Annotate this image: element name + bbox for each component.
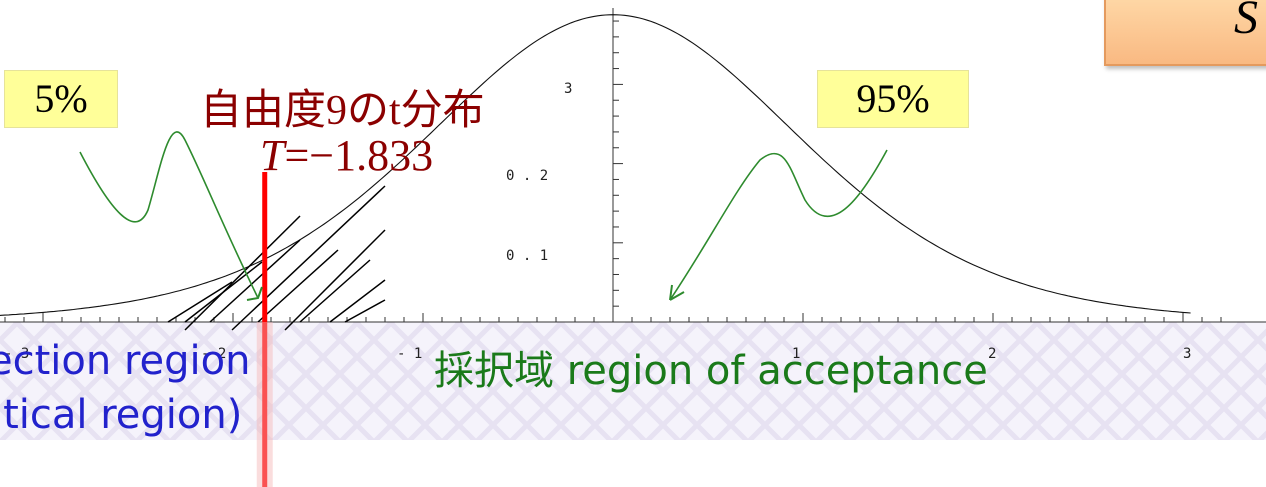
critical-value-label: T=−1.833 [260, 131, 434, 180]
rejection-hatch-line [209, 239, 301, 323]
region-band [0, 322, 1266, 440]
y-tick-label: 3 [564, 81, 573, 97]
right-callout-arrow [669, 149, 888, 301]
x-tick-label: 2 [988, 346, 997, 362]
rejection-hatch-line [184, 215, 301, 331]
density-curve [0, 14, 1191, 316]
y-tick-label: 0 . 1 [506, 248, 549, 264]
rejection-hatch-line [257, 249, 339, 323]
rejection-region-label-line2: itical region) [0, 392, 243, 438]
rejection-hatch-line [231, 185, 386, 331]
left-arrow-head [246, 286, 263, 301]
right-area-percent-callout: 95% [817, 70, 969, 128]
x-tick-label: 1 [792, 346, 801, 362]
left-callout-arrow [79, 131, 259, 299]
distribution-title: 自由度9のt分布 [200, 88, 485, 134]
corner-label-box: S [1104, 0, 1266, 66]
rejection-hatch-line [167, 281, 233, 323]
x-tick-label: - 3 [4, 346, 30, 362]
rejection-hatch-line [329, 279, 386, 323]
right-arrow-head [669, 284, 685, 301]
rejection-region-label-line1: ection region [0, 338, 251, 384]
y-tick-label: 0 . 2 [506, 168, 549, 184]
left-tail-percent-callout: 5% [4, 70, 118, 128]
critical-value-text: =−1.833 [284, 131, 434, 180]
x-tick-label: - 1 [397, 346, 423, 362]
x-tick-label: - 2 [201, 346, 227, 362]
corner-label-text: S [1234, 0, 1258, 44]
x-tick-label: 3 [1183, 346, 1192, 362]
rejection-hatch-line [299, 259, 371, 323]
rejection-hatch-line [284, 229, 386, 331]
acceptance-region-label: 採択域 region of acceptance [434, 348, 988, 394]
rejection-hatch-line [344, 299, 386, 323]
